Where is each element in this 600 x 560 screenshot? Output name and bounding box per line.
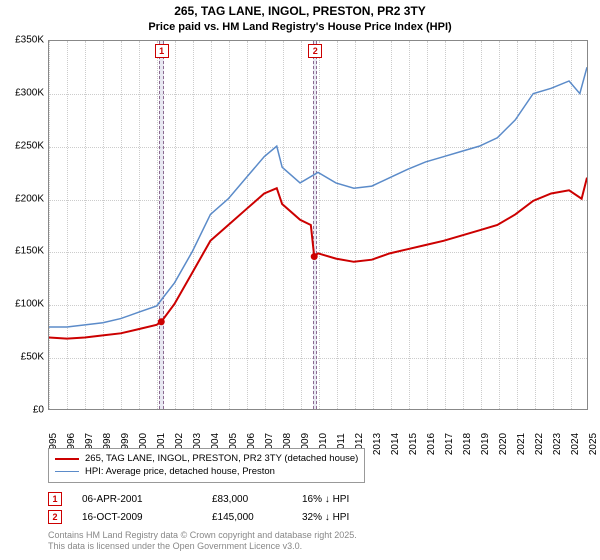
y-tick-label: £300K (15, 87, 44, 98)
x-axis: 1995199619971998199920002001200220032004… (48, 412, 588, 448)
sale-date: 06-APR-2001 (82, 494, 212, 505)
sale-row: 2 16-OCT-2009£145,00032% ↓ HPI (48, 508, 588, 526)
chart-subtitle: Price paid vs. HM Land Registry's House … (0, 20, 600, 34)
event-marker: 2 (308, 44, 322, 58)
series-marker (311, 253, 318, 260)
y-tick-label: £200K (15, 193, 44, 204)
sale-row: 1 06-APR-2001£83,00016% ↓ HPI (48, 490, 588, 508)
attribution-line1: Contains HM Land Registry data © Crown c… (48, 530, 588, 541)
series-line-price_paid (49, 178, 587, 339)
y-tick-label: £250K (15, 140, 44, 151)
legend-label: 265, TAG LANE, INGOL, PRESTON, PR2 3TY (… (85, 452, 358, 465)
sale-price: £83,000 (212, 494, 302, 505)
y-axis: £0£50K£100K£150K£200K£250K£300K£350K (0, 40, 46, 410)
series-marker (158, 318, 165, 325)
legend-row: HPI: Average price, detached house, Pres… (55, 465, 358, 478)
sale-marker: 1 (48, 492, 62, 506)
legend-label: HPI: Average price, detached house, Pres… (85, 465, 275, 478)
legend: 265, TAG LANE, INGOL, PRESTON, PR2 3TY (… (48, 448, 588, 483)
chart-container: 265, TAG LANE, INGOL, PRESTON, PR2 3TY P… (0, 0, 600, 560)
legend-row: 265, TAG LANE, INGOL, PRESTON, PR2 3TY (… (55, 452, 358, 465)
legend-swatch (55, 471, 79, 472)
attribution: Contains HM Land Registry data © Crown c… (48, 530, 588, 553)
sale-diff: 16% ↓ HPI (302, 494, 412, 505)
series-line-hpi (49, 67, 587, 327)
y-tick-label: £0 (33, 405, 44, 416)
legend-box: 265, TAG LANE, INGOL, PRESTON, PR2 3TY (… (48, 448, 365, 483)
y-tick-label: £100K (15, 299, 44, 310)
x-tick-label: 2025 (588, 433, 599, 455)
legend-swatch (55, 458, 79, 460)
attribution-line2: This data is licensed under the Open Gov… (48, 541, 588, 552)
event-marker: 1 (155, 44, 169, 58)
y-tick-label: £350K (15, 35, 44, 46)
plot-area: 12 (48, 40, 588, 410)
chart-title: 265, TAG LANE, INGOL, PRESTON, PR2 3TY (0, 4, 600, 20)
sales-table: 1 06-APR-2001£83,00016% ↓ HPI 2 16-OCT-2009… (48, 490, 588, 526)
sale-diff: 32% ↓ HPI (302, 512, 412, 523)
title-block: 265, TAG LANE, INGOL, PRESTON, PR2 3TY P… (0, 0, 600, 34)
sale-date: 16-OCT-2009 (82, 512, 212, 523)
y-tick-label: £50K (21, 352, 44, 363)
line-paths (49, 41, 587, 409)
sale-price: £145,000 (212, 512, 302, 523)
y-tick-label: £150K (15, 246, 44, 257)
sale-marker: 2 (48, 510, 62, 524)
